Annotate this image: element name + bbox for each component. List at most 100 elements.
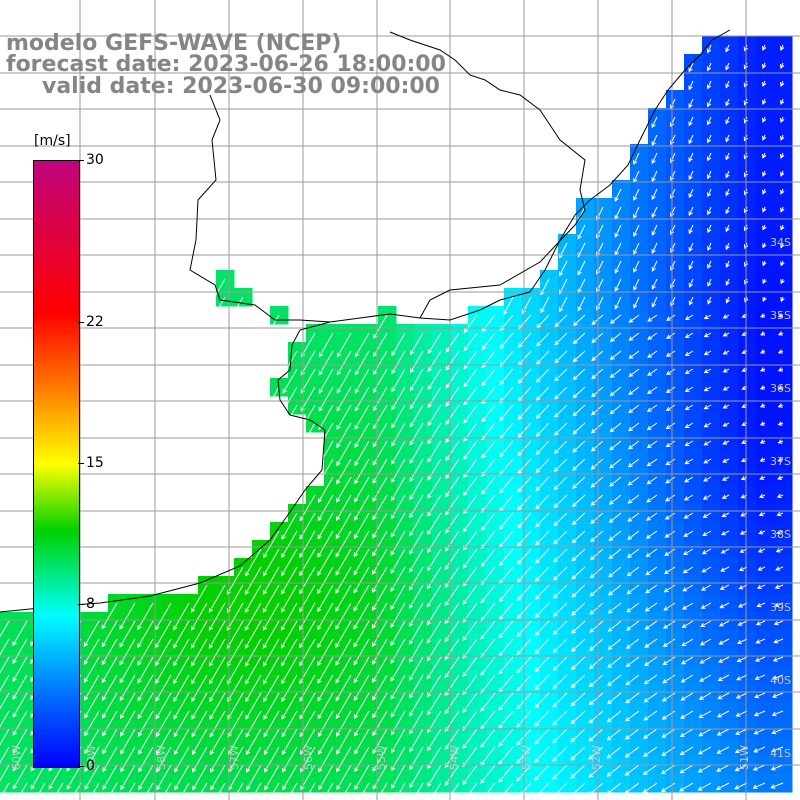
wind-arrow [317, 494, 334, 522]
wind-arrow [646, 422, 658, 431]
wind-arrow [762, 206, 767, 213]
wind-arrow [718, 620, 730, 627]
wind-arrow [101, 674, 118, 702]
speed-cell [756, 684, 775, 703]
wind-arrow [707, 242, 712, 252]
speed-cell [648, 684, 667, 703]
wind-arrow [191, 674, 208, 703]
speed-cell [720, 558, 739, 577]
wind-arrow [736, 674, 748, 681]
speed-cell [648, 306, 667, 325]
colorbar-tick-mark [78, 463, 84, 464]
wind-arrow [444, 530, 460, 552]
speed-cell [756, 504, 775, 523]
wind-arrow [444, 728, 460, 751]
colorbar-tick-label: 15 [86, 455, 104, 471]
wind-arrow [245, 656, 262, 685]
speed-cell [630, 432, 649, 451]
wind-arrow [336, 350, 352, 376]
wind-arrow [102, 728, 118, 755]
speed-cell [594, 630, 613, 649]
wind-arrow [226, 602, 244, 631]
wind-arrow [0, 710, 10, 728]
wind-arrow [572, 386, 586, 399]
wind-arrow [120, 764, 136, 791]
speed-cell [576, 738, 595, 757]
wind-arrow [318, 746, 334, 773]
wind-arrow [646, 440, 658, 449]
speed-cell [576, 504, 595, 523]
speed-cell [774, 612, 793, 631]
speed-cell [612, 342, 631, 361]
wind-arrow [688, 242, 694, 253]
wind-arrow [552, 620, 568, 635]
wind-arrow [354, 350, 370, 376]
speed-cell [648, 504, 667, 523]
wind-arrow [660, 782, 676, 793]
wind-arrow [480, 584, 496, 604]
wind-arrow [624, 764, 640, 776]
wind-arrow [408, 566, 424, 591]
wind-arrow [722, 332, 730, 337]
speed-cell [666, 468, 685, 487]
speed-cell [756, 558, 775, 577]
wind-arrow [626, 620, 640, 631]
wind-arrow [335, 656, 352, 684]
coastline [0, 29, 731, 613]
wind-arrow [553, 566, 568, 581]
wind-arrow [227, 692, 244, 720]
wind-arrow [318, 728, 334, 755]
wind-arrow [642, 782, 658, 794]
lon-label: 57W [228, 745, 241, 770]
wind-arrow [725, 188, 730, 197]
wind-arrow [722, 404, 730, 409]
wind-arrow [463, 332, 478, 352]
wind-arrow [706, 62, 712, 72]
speed-cell [702, 522, 721, 541]
wind-arrow [759, 439, 766, 444]
wind-arrow [552, 638, 568, 654]
speed-cell [774, 522, 793, 541]
speed-cell [720, 702, 739, 721]
wind-arrow [336, 332, 352, 358]
wind-arrow [775, 566, 784, 571]
speed-cell [702, 702, 721, 721]
wind-arrow [777, 475, 784, 480]
wind-arrow [445, 386, 460, 407]
wind-arrow [173, 674, 190, 702]
wind-arrow [572, 314, 586, 327]
wind-arrow [762, 44, 767, 51]
wind-arrow [286, 782, 298, 800]
wind-arrow [651, 152, 658, 165]
speed-cell [612, 468, 631, 487]
wind-arrow [280, 584, 298, 613]
wind-arrow [590, 530, 604, 543]
wind-arrow [210, 746, 226, 773]
wind-arrow [684, 440, 694, 447]
wind-arrow [390, 548, 406, 574]
wind-arrow [66, 764, 82, 790]
wind-arrow [481, 368, 496, 387]
wind-arrow [120, 728, 136, 755]
speed-cell [576, 396, 595, 415]
wind-arrow [155, 692, 172, 720]
speed-cell [630, 324, 649, 343]
speed-cell [720, 684, 739, 703]
wind-arrow [227, 710, 244, 738]
wind-arrow [777, 457, 784, 462]
wind-arrow [628, 350, 640, 359]
wind-arrow [559, 260, 568, 277]
wind-arrow [608, 512, 622, 523]
wind-arrow [160, 782, 172, 800]
wind-arrow [353, 602, 370, 630]
wind-arrow [517, 422, 532, 439]
wind-arrow [391, 404, 406, 429]
wind-arrow [625, 692, 640, 704]
wind-arrow [210, 278, 226, 304]
wind-arrow [609, 404, 622, 415]
speed-cell [720, 450, 739, 469]
speed-cell [612, 594, 631, 613]
wind-arrow [535, 368, 550, 383]
speed-cell [684, 612, 703, 631]
speed-cell [702, 666, 721, 685]
